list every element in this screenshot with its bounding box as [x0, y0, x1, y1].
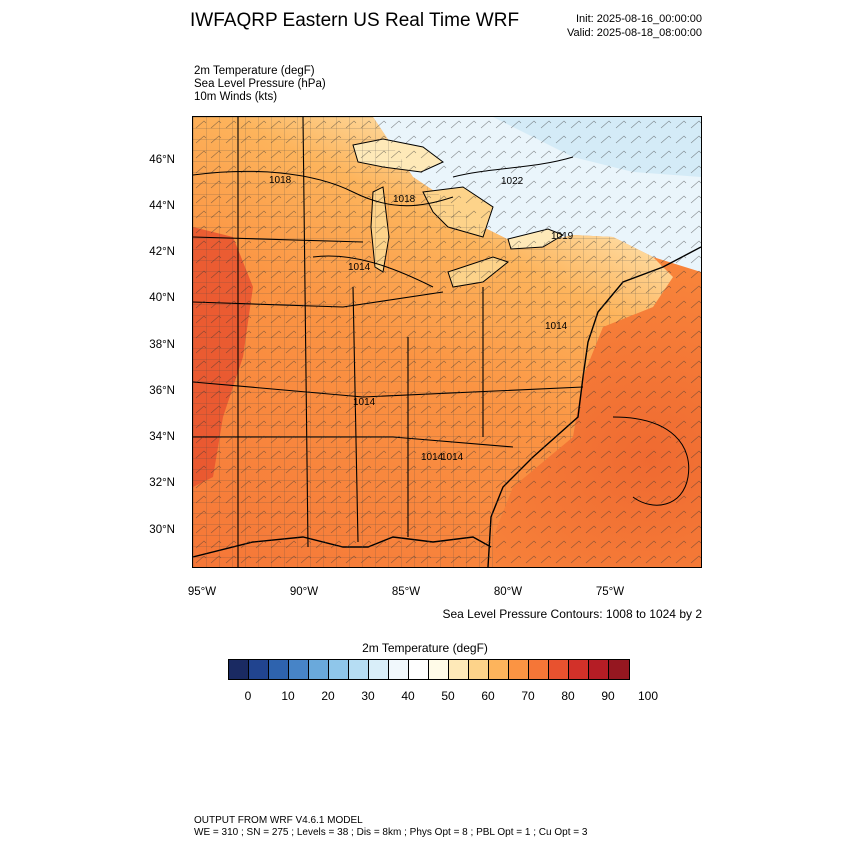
contour-note: Sea Level Pressure Contours: 1008 to 102…: [442, 607, 703, 621]
valid-time: Valid: 2025-08-18_08:00:00: [567, 27, 702, 39]
colorbar-tick-label: 50: [441, 689, 455, 703]
slp-label: 1014: [421, 452, 444, 463]
lon-label: 80°W: [493, 586, 523, 598]
colorbar-tick-label: 70: [521, 689, 535, 703]
lat-label: 38°N: [149, 339, 175, 351]
colorbar-cell: [229, 660, 249, 679]
slp-label: 1018: [393, 194, 416, 205]
slp-label: 1014: [348, 262, 371, 273]
colorbar-cell: [409, 660, 429, 679]
colorbar-cell: [289, 660, 309, 679]
colorbar-cell: [369, 660, 389, 679]
colorbar-cell: [449, 660, 469, 679]
lat-label: 46°N: [149, 154, 175, 166]
colorbar-tick-label: 100: [637, 689, 659, 703]
slp-contours: [193, 156, 690, 506]
colorbar-cell: [269, 660, 289, 679]
slp-label: 1014: [353, 397, 376, 408]
lat-label: 42°N: [149, 246, 175, 258]
lat-label: 34°N: [149, 431, 175, 443]
colorbar-cell: [349, 660, 369, 679]
field-label-temperature: 2m Temperature (degF): [194, 65, 315, 77]
lat-label: 44°N: [149, 200, 175, 212]
colorbar-tick-label: 60: [481, 689, 495, 703]
colorbar-cell: [609, 660, 629, 679]
colorbar-tick-label: 10: [281, 689, 295, 703]
colorbar-cell: [309, 660, 329, 679]
colorbar-cell: [249, 660, 269, 679]
init-time: Init: 2025-08-16_00:00:00: [576, 13, 702, 25]
slp-label: 1014: [545, 321, 568, 332]
footer-model: OUTPUT FROM WRF V4.6.1 MODEL: [194, 815, 363, 826]
slp-label-group: 1018 1018 1022 1014 1019 1014 1014 1014 …: [269, 175, 574, 463]
lat-label: 40°N: [149, 292, 175, 304]
lat-label: 30°N: [149, 524, 175, 536]
lon-label: 95°W: [187, 586, 217, 598]
footer-config: WE = 310 ; SN = 275 ; Levels = 38 ; Dis …: [194, 827, 588, 838]
colorbar-tick-label: 0: [244, 689, 252, 703]
colorbar-cell: [429, 660, 449, 679]
slp-label: 1022: [501, 176, 524, 187]
lat-label: 36°N: [149, 385, 175, 397]
colorbar-cell: [589, 660, 609, 679]
wind-barbs: [193, 117, 701, 567]
colorbar-cell: [389, 660, 409, 679]
map-svg: 1018 1018 1022 1014 1019 1014 1014 1014 …: [193, 117, 701, 567]
slp-label: 1019: [551, 231, 574, 242]
slp-label: 1014: [441, 452, 464, 463]
colorbar-cell: [509, 660, 529, 679]
colorbar-tick-label: 20: [321, 689, 335, 703]
colorbar: [228, 659, 630, 680]
colorbar-cell: [469, 660, 489, 679]
lon-label: 75°W: [595, 586, 625, 598]
colorbar-cell: [569, 660, 589, 679]
colorbar-title: 2m Temperature (degF): [362, 641, 488, 655]
colorbar-tick-label: 80: [561, 689, 575, 703]
colorbar-tick-label: 40: [401, 689, 415, 703]
lat-label: 32°N: [149, 477, 175, 489]
colorbar-cell: [529, 660, 549, 679]
map-panel: 1018 1018 1022 1014 1019 1014 1014 1014 …: [192, 116, 702, 568]
colorbar-tick-label: 90: [601, 689, 615, 703]
colorbar-cell: [489, 660, 509, 679]
slp-label: 1018: [269, 175, 292, 186]
colorbar-cell: [329, 660, 349, 679]
page-title: IWFAQRP Eastern US Real Time WRF: [190, 10, 520, 31]
colorbar-cell: [549, 660, 569, 679]
colorbar-tick-label: 30: [361, 689, 375, 703]
field-label-winds: 10m Winds (kts): [194, 91, 278, 103]
field-label-pressure: Sea Level Pressure (hPa): [194, 78, 326, 90]
lon-label: 90°W: [289, 586, 319, 598]
lon-label: 85°W: [391, 586, 421, 598]
